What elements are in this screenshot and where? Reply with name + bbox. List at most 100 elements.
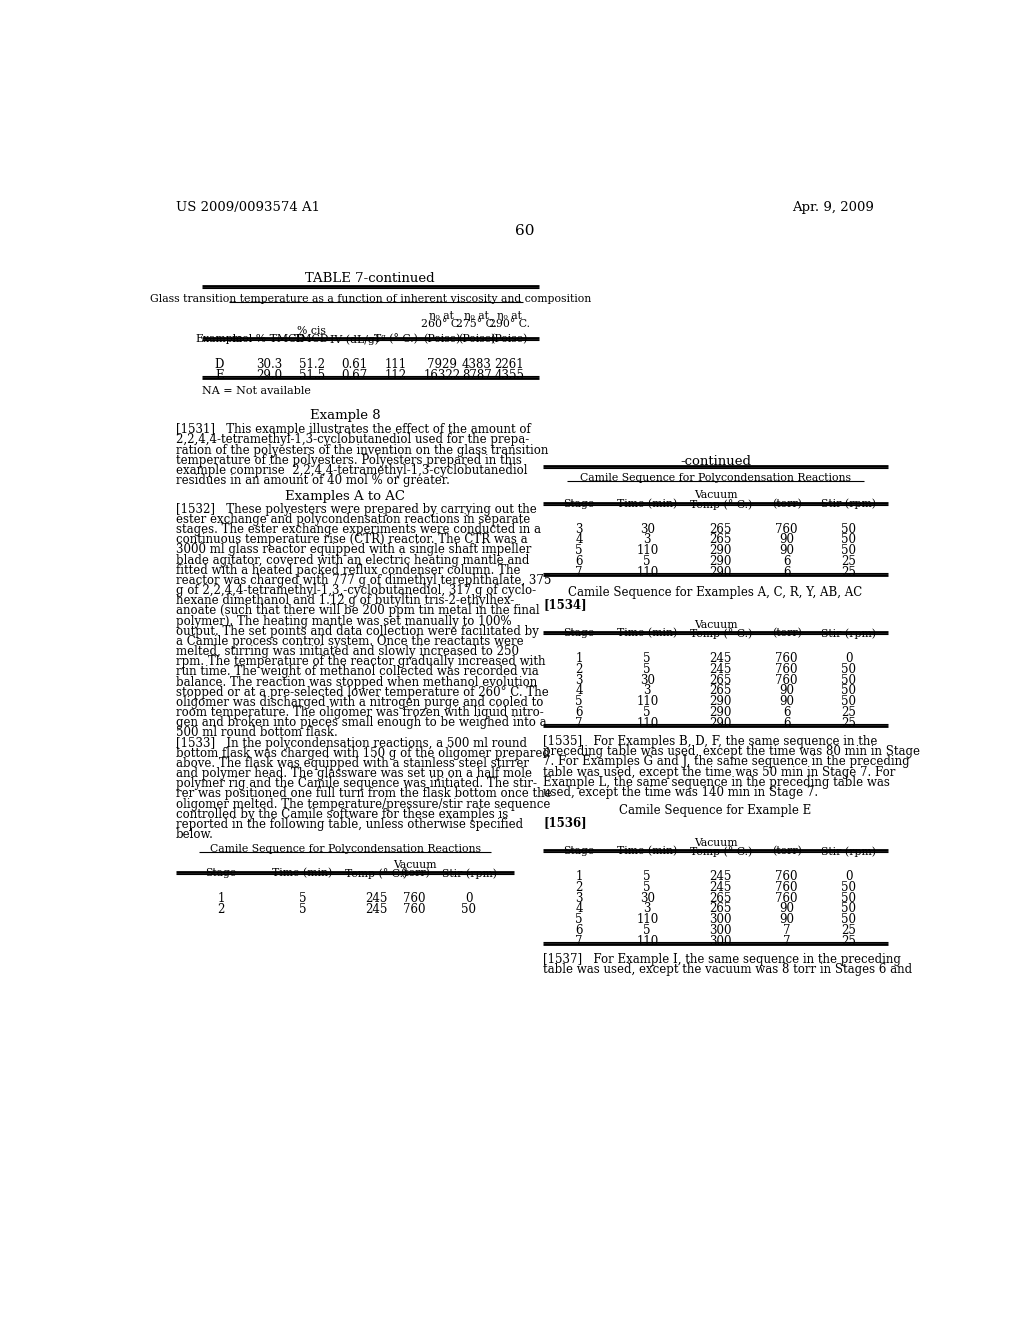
Text: hexane dimethanol and 1.12 g of butyltin tris-2-ethylhex-: hexane dimethanol and 1.12 g of butyltin…: [176, 594, 514, 607]
Text: 50: 50: [842, 544, 856, 557]
Text: (Poise): (Poise): [458, 334, 496, 345]
Text: 6: 6: [783, 706, 791, 719]
Text: run time. The weight of methanol collected was recorded via: run time. The weight of methanol collect…: [176, 665, 539, 678]
Text: reactor was charged with 777 g of dimethyl terephthalate, 375: reactor was charged with 777 g of dimeth…: [176, 574, 552, 587]
Text: 275° C.: 275° C.: [457, 318, 498, 329]
Text: 1: 1: [217, 892, 224, 906]
Text: 7: 7: [783, 935, 791, 948]
Text: 5: 5: [643, 554, 651, 568]
Text: Example L, the same sequence in the preceding table was: Example L, the same sequence in the prec…: [544, 776, 890, 789]
Text: 50: 50: [842, 673, 856, 686]
Text: [1533]   In the polycondensation reactions, a 500 ml round: [1533] In the polycondensation reactions…: [176, 737, 527, 750]
Text: TABLE 7-continued: TABLE 7-continued: [305, 272, 435, 285]
Text: 760: 760: [775, 663, 798, 676]
Text: preceding table was used, except the time was 80 min in Stage: preceding table was used, except the tim…: [544, 746, 921, 758]
Text: Stir (rpm): Stir (rpm): [821, 846, 877, 857]
Text: 760: 760: [775, 891, 798, 904]
Text: 90: 90: [779, 696, 795, 708]
Text: [1536]: [1536]: [544, 816, 587, 829]
Text: 4: 4: [575, 533, 583, 546]
Text: blade agitator, covered with an electric heating mantle and: blade agitator, covered with an electric…: [176, 553, 529, 566]
Text: 29.0: 29.0: [256, 368, 283, 381]
Text: 110: 110: [636, 717, 658, 730]
Text: 16322: 16322: [423, 368, 461, 381]
Text: -continued: -continued: [680, 455, 751, 467]
Text: controlled by the Camile software for these examples is: controlled by the Camile software for th…: [176, 808, 508, 821]
Text: mol % TMCD: mol % TMCD: [232, 334, 305, 345]
Text: 5: 5: [643, 870, 651, 883]
Text: and polymer head. The glassware was set up on a half mole: and polymer head. The glassware was set …: [176, 767, 532, 780]
Text: polymer rig and the Camile sequence was initiated. The stir-: polymer rig and the Camile sequence was …: [176, 777, 537, 791]
Text: oligomer melted. The temperature/pressure/stir rate sequence: oligomer melted. The temperature/pressur…: [176, 797, 551, 810]
Text: 5: 5: [643, 706, 651, 719]
Text: 25: 25: [842, 706, 856, 719]
Text: bottom flask was charged with 150 g of the oligomer prepared: bottom flask was charged with 150 g of t…: [176, 747, 550, 760]
Text: 760: 760: [775, 880, 798, 894]
Text: 4: 4: [575, 684, 583, 697]
Text: 30.3: 30.3: [256, 358, 283, 371]
Text: 50: 50: [842, 533, 856, 546]
Text: used, except the time was 140 min in Stage 7.: used, except the time was 140 min in Sta…: [544, 785, 818, 799]
Text: 50: 50: [842, 913, 856, 927]
Text: 2261: 2261: [495, 358, 524, 371]
Text: 7929: 7929: [427, 358, 457, 371]
Text: US 2009/0093574 A1: US 2009/0093574 A1: [176, 201, 321, 214]
Text: Vacuum: Vacuum: [393, 859, 436, 870]
Text: rer was positioned one full turn from the flask bottom once the: rer was positioned one full turn from th…: [176, 787, 552, 800]
Text: 265: 265: [710, 684, 732, 697]
Text: 50: 50: [842, 903, 856, 915]
Text: table was used, except the time was 50 min in Stage 7. For: table was used, except the time was 50 m…: [544, 766, 896, 779]
Text: 0: 0: [465, 892, 473, 906]
Text: 245: 245: [365, 892, 387, 906]
Text: 110: 110: [636, 544, 658, 557]
Text: 265: 265: [710, 673, 732, 686]
Text: Vacuum: Vacuum: [693, 490, 737, 500]
Text: Examples A to AC: Examples A to AC: [285, 491, 406, 503]
Text: 7: 7: [575, 717, 583, 730]
Text: above. The flask was equipped with a stainless steel stirrer: above. The flask was equipped with a sta…: [176, 756, 529, 770]
Text: Time (min): Time (min): [617, 628, 677, 639]
Text: 290: 290: [710, 566, 732, 578]
Text: 265: 265: [710, 533, 732, 546]
Text: 50: 50: [842, 880, 856, 894]
Text: 110: 110: [636, 566, 658, 578]
Text: 25: 25: [842, 935, 856, 948]
Text: Example: Example: [196, 334, 244, 345]
Text: anoate (such that there will be 200 ppm tin metal in the final: anoate (such that there will be 200 ppm …: [176, 605, 540, 618]
Text: (torr): (torr): [772, 628, 802, 639]
Text: 245: 245: [710, 663, 732, 676]
Text: (torr): (torr): [399, 869, 430, 879]
Text: output. The set points and data collection were facilitated by: output. The set points and data collecti…: [176, 624, 539, 638]
Text: 25: 25: [842, 566, 856, 578]
Text: 8787: 8787: [462, 368, 492, 381]
Text: 110: 110: [636, 696, 658, 708]
Text: Stir (rpm): Stir (rpm): [821, 628, 877, 639]
Text: temperature of the polyesters. Polyesters prepared in this: temperature of the polyesters. Polyester…: [176, 454, 522, 467]
Text: Temp (° C.): Temp (° C.): [690, 628, 752, 639]
Text: 6: 6: [575, 924, 583, 937]
Text: Apr. 9, 2009: Apr. 9, 2009: [792, 201, 873, 214]
Text: Time (min): Time (min): [617, 499, 677, 510]
Text: 90: 90: [779, 533, 795, 546]
Text: below.: below.: [176, 828, 214, 841]
Text: 5: 5: [643, 880, 651, 894]
Text: 5: 5: [299, 903, 306, 916]
Text: 110: 110: [636, 935, 658, 948]
Text: 4: 4: [575, 903, 583, 915]
Text: Glass transition temperature as a function of inherent viscosity and composition: Glass transition temperature as a functi…: [150, 294, 591, 304]
Text: 760: 760: [403, 892, 426, 906]
Text: 2: 2: [575, 663, 583, 676]
Text: example comprise  2,2,4,4-tetramethyl-1,3-cyclobutanediol: example comprise 2,2,4,4-tetramethyl-1,3…: [176, 463, 527, 477]
Text: [1531]   This example illustrates the effect of the amount of: [1531] This example illustrates the effe…: [176, 424, 530, 437]
Text: 3: 3: [643, 903, 651, 915]
Text: fitted with a heated packed reflux condenser column. The: fitted with a heated packed reflux conde…: [176, 564, 520, 577]
Text: 50: 50: [842, 696, 856, 708]
Text: 7: 7: [575, 935, 583, 948]
Text: Camile Sequence for Examples A, C, R, Y, AB, AC: Camile Sequence for Examples A, C, R, Y,…: [568, 586, 862, 599]
Text: balance. The reaction was stopped when methanol evolution: balance. The reaction was stopped when m…: [176, 676, 538, 689]
Text: Vacuum: Vacuum: [693, 619, 737, 630]
Text: [1532]   These polyesters were prepared by carrying out the: [1532] These polyesters were prepared by…: [176, 503, 537, 516]
Text: Vacuum: Vacuum: [693, 838, 737, 847]
Text: Stir (rpm): Stir (rpm): [441, 869, 497, 879]
Text: 25: 25: [842, 924, 856, 937]
